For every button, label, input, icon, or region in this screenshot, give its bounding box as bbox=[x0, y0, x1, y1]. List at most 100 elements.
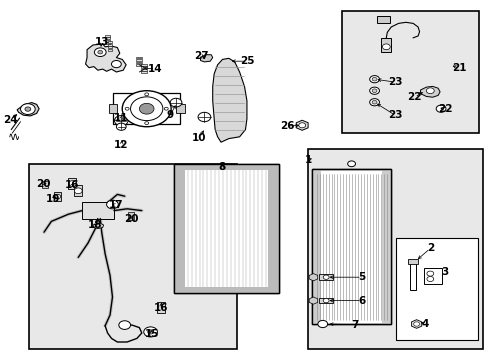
Bar bbox=[176, 104, 184, 113]
Bar bbox=[68, 178, 76, 189]
Text: 22: 22 bbox=[437, 104, 451, 114]
Bar bbox=[307, 149, 482, 349]
Bar bbox=[311, 169, 390, 324]
Circle shape bbox=[114, 116, 128, 126]
Text: 14: 14 bbox=[148, 64, 163, 74]
Bar bbox=[319, 274, 332, 280]
Text: 8: 8 bbox=[219, 162, 225, 172]
Bar bbox=[407, 259, 417, 264]
Bar bbox=[311, 169, 320, 324]
Circle shape bbox=[144, 93, 148, 96]
Bar bbox=[174, 164, 279, 170]
Circle shape bbox=[347, 161, 355, 167]
Circle shape bbox=[119, 321, 130, 329]
Polygon shape bbox=[308, 297, 317, 304]
Circle shape bbox=[323, 298, 328, 303]
Text: 19: 19 bbox=[45, 194, 60, 204]
Bar bbox=[141, 64, 147, 66]
Text: 13: 13 bbox=[94, 37, 109, 48]
Text: 16: 16 bbox=[154, 303, 168, 313]
Bar bbox=[105, 40, 110, 42]
Bar bbox=[157, 302, 165, 313]
Circle shape bbox=[298, 123, 305, 128]
Bar bbox=[29, 164, 237, 349]
Text: 26: 26 bbox=[280, 121, 294, 131]
Circle shape bbox=[94, 48, 106, 57]
Text: 7: 7 bbox=[350, 320, 358, 330]
Text: 1: 1 bbox=[304, 155, 311, 165]
Text: 17: 17 bbox=[109, 200, 123, 210]
Polygon shape bbox=[85, 44, 126, 72]
Text: 18: 18 bbox=[88, 220, 102, 230]
Circle shape bbox=[111, 60, 121, 68]
Bar bbox=[141, 69, 147, 71]
Circle shape bbox=[371, 77, 376, 81]
Circle shape bbox=[426, 276, 433, 282]
Bar bbox=[107, 46, 112, 48]
Circle shape bbox=[371, 89, 376, 93]
Bar bbox=[74, 185, 82, 196]
Bar bbox=[105, 42, 110, 44]
Circle shape bbox=[20, 104, 35, 114]
Bar bbox=[107, 44, 112, 46]
Text: 25: 25 bbox=[240, 56, 254, 66]
Circle shape bbox=[369, 76, 379, 83]
Text: 16: 16 bbox=[65, 180, 80, 190]
Bar bbox=[319, 298, 332, 303]
Circle shape bbox=[55, 194, 61, 199]
Bar bbox=[107, 49, 112, 51]
Circle shape bbox=[170, 98, 182, 107]
Polygon shape bbox=[93, 223, 103, 229]
Bar bbox=[382, 169, 390, 324]
Circle shape bbox=[369, 87, 379, 94]
Bar bbox=[424, 268, 441, 284]
Text: 2: 2 bbox=[426, 243, 433, 253]
Bar bbox=[82, 202, 114, 219]
Bar bbox=[381, 38, 390, 52]
Circle shape bbox=[130, 97, 163, 121]
Text: 22: 22 bbox=[407, 92, 421, 102]
Circle shape bbox=[25, 107, 31, 111]
Circle shape bbox=[382, 44, 389, 50]
Text: 5: 5 bbox=[358, 272, 365, 282]
Polygon shape bbox=[200, 55, 212, 62]
Polygon shape bbox=[420, 86, 439, 97]
Circle shape bbox=[143, 327, 157, 337]
Bar bbox=[395, 238, 477, 340]
Bar bbox=[174, 164, 184, 293]
Circle shape bbox=[369, 99, 379, 106]
Circle shape bbox=[198, 112, 210, 122]
Bar bbox=[41, 181, 48, 188]
Text: 11: 11 bbox=[114, 113, 128, 123]
Text: 6: 6 bbox=[358, 296, 365, 306]
Text: 20: 20 bbox=[123, 214, 138, 224]
Circle shape bbox=[323, 275, 328, 279]
Circle shape bbox=[125, 107, 129, 110]
Text: 9: 9 bbox=[166, 110, 173, 120]
Bar bbox=[376, 16, 389, 23]
Circle shape bbox=[147, 330, 153, 334]
Bar bbox=[174, 164, 279, 293]
Bar bbox=[174, 164, 279, 293]
Bar bbox=[107, 41, 112, 43]
Bar bbox=[105, 37, 110, 39]
Circle shape bbox=[164, 107, 168, 110]
Bar bbox=[136, 62, 142, 63]
Text: 23: 23 bbox=[387, 110, 402, 120]
Bar bbox=[409, 261, 415, 290]
Text: 15: 15 bbox=[144, 329, 159, 339]
Text: 27: 27 bbox=[194, 51, 208, 61]
Circle shape bbox=[74, 188, 82, 194]
Circle shape bbox=[144, 122, 148, 125]
Bar bbox=[136, 57, 142, 58]
Polygon shape bbox=[17, 103, 39, 116]
Bar bbox=[127, 212, 134, 220]
Bar bbox=[136, 64, 142, 66]
Text: 3: 3 bbox=[441, 267, 447, 277]
Circle shape bbox=[139, 103, 154, 114]
Bar bbox=[113, 93, 180, 124]
Text: 20: 20 bbox=[36, 179, 50, 189]
Polygon shape bbox=[308, 274, 317, 281]
Bar bbox=[342, 11, 478, 133]
Bar bbox=[174, 287, 279, 293]
